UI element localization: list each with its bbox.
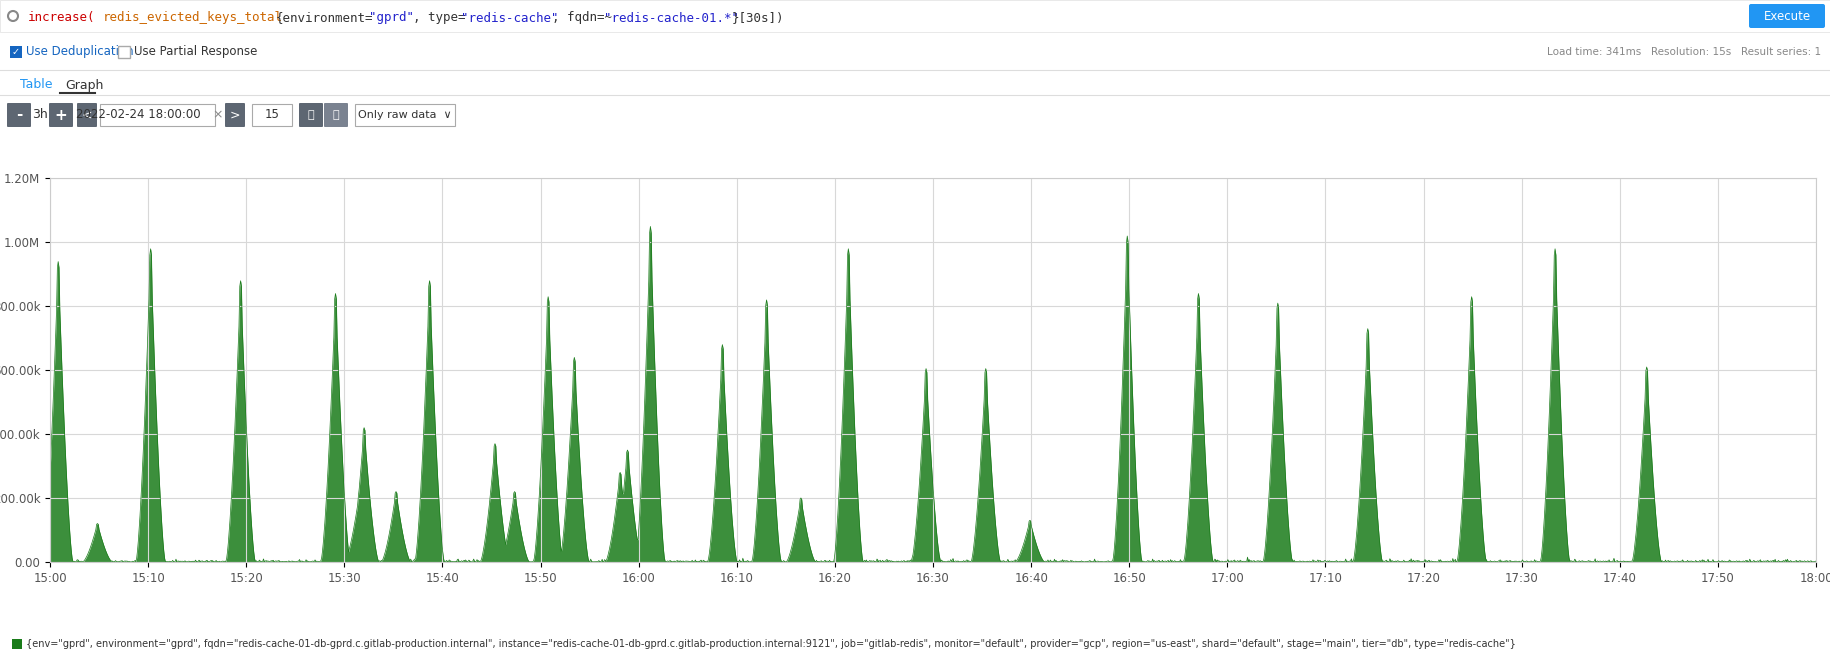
Text: 📊: 📊 [333,110,339,120]
FancyBboxPatch shape [324,103,348,127]
FancyBboxPatch shape [77,103,97,127]
FancyBboxPatch shape [49,103,73,127]
Bar [0,38,1830,66]
Text: Use Partial Response: Use Partial Response [134,46,258,59]
Text: 📈: 📈 [307,110,315,120]
Text: {environment=: {environment= [276,11,373,24]
Text: "redis-cache": "redis-cache" [461,11,558,24]
Text: Execute: Execute [1762,9,1810,22]
FancyBboxPatch shape [7,103,31,127]
Bar [253,104,291,126]
Text: "redis-cache-01.*": "redis-cache-01.*" [604,11,739,24]
Text: >: > [229,108,240,122]
Text: Load time: 341ms   Resolution: 15s   Result series: 1: Load time: 341ms Resolution: 15s Result … [1546,47,1821,57]
Text: 2022-02-24 18:00:00: 2022-02-24 18:00:00 [75,108,199,122]
Text: 15: 15 [264,108,280,122]
Text: redis_evicted_keys_total: redis_evicted_keys_total [102,11,284,24]
Text: , type=: , type= [414,11,465,24]
FancyBboxPatch shape [225,103,245,127]
Text: ×: × [212,108,223,122]
Text: }[30s]): }[30s]) [732,11,783,24]
Bar [0,0,1830,32]
Text: "gprd": "gprd" [370,11,414,24]
Text: <: < [82,108,92,122]
Text: +: + [55,108,68,122]
Bar [117,46,130,58]
Text: Table: Table [20,79,53,91]
Text: {env="gprd", environment="gprd", fqdn="redis-cache-01-db-gprd.c.gitlab-productio: {env="gprd", environment="gprd", fqdn="r… [26,639,1515,649]
Bar [9,46,22,58]
Text: ✓: ✓ [13,47,20,57]
Text: Graph: Graph [64,79,102,91]
Text: Only raw data  ∨: Only raw data ∨ [359,110,452,120]
Text: -: - [16,108,22,122]
FancyBboxPatch shape [298,103,322,127]
Bar [355,104,454,126]
Text: increase(: increase( [27,11,95,24]
Bar [13,639,22,649]
Bar [101,104,214,126]
FancyBboxPatch shape [1748,4,1825,28]
Text: , fqdn=~: , fqdn=~ [551,11,611,24]
Text: Use Deduplication: Use Deduplication [26,46,134,59]
Text: 3h: 3h [33,108,48,122]
